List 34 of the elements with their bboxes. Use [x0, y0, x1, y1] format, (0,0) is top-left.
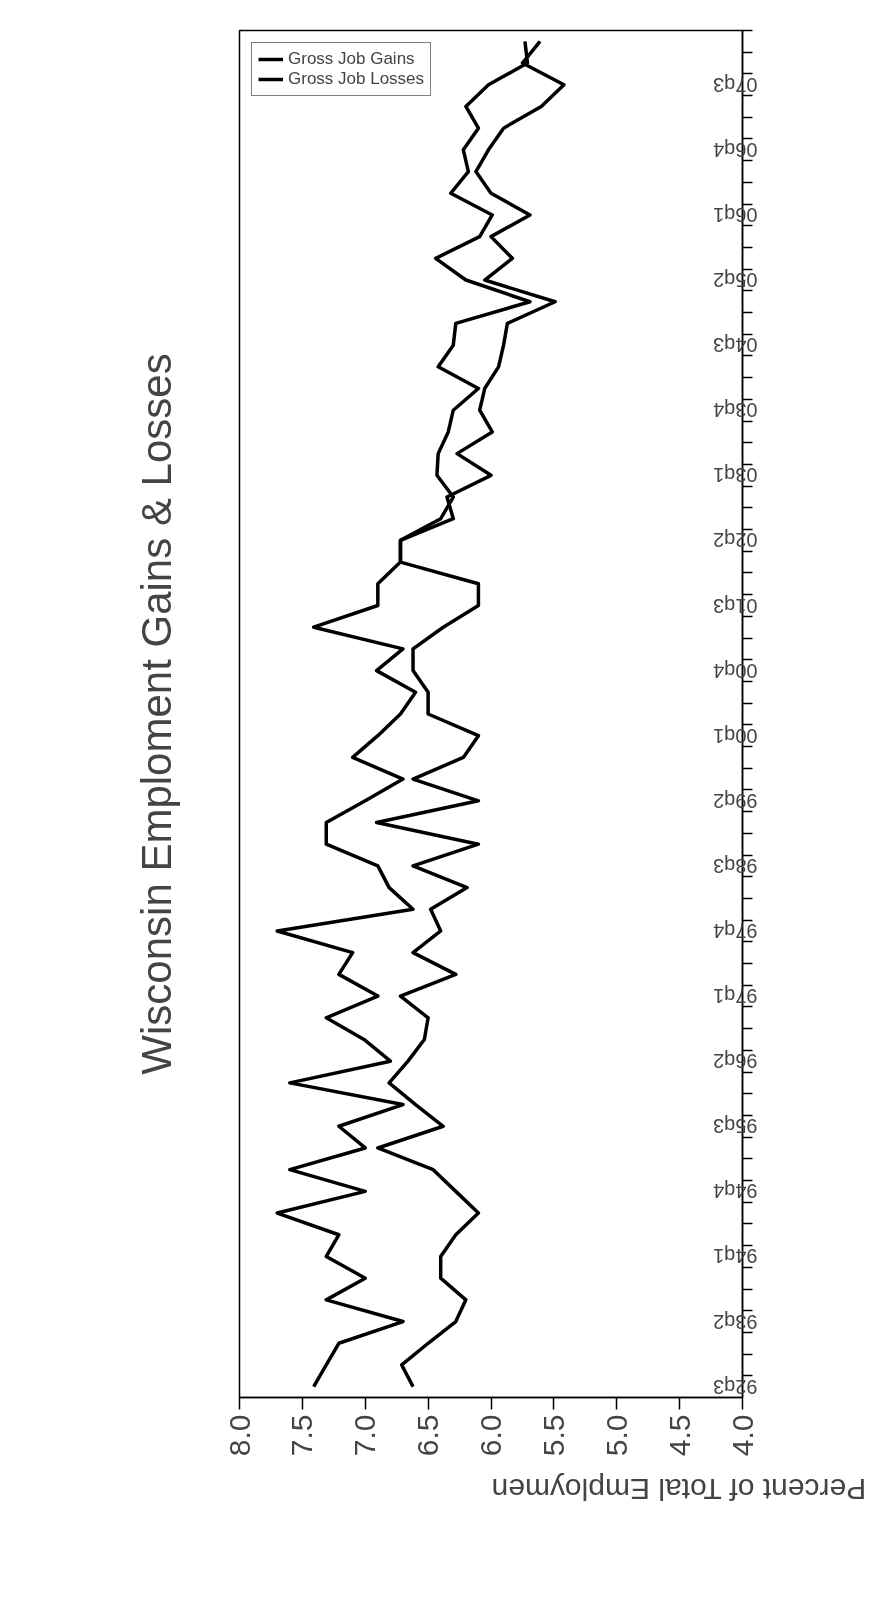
x-tick-label: 8.0: [222, 1414, 256, 1457]
x-axis-title: Percent of Total Employmen: [491, 1472, 867, 1506]
y-tick-label: 97q1: [713, 985, 758, 1008]
y-tick-label: 03q1: [713, 464, 758, 487]
y-tick-label: 00q1: [713, 724, 758, 747]
y-tick-label: 06q1: [713, 203, 758, 226]
y-tick-label: 03q4: [713, 399, 758, 422]
x-tick-label: 5.5: [536, 1414, 570, 1457]
x-tick-label: 7.0: [348, 1414, 382, 1457]
y-tick-label: 93q2: [713, 1310, 758, 1333]
y-tick-label: 94q4: [713, 1180, 758, 1203]
x-tick-label: 4.5: [662, 1414, 696, 1457]
x-tick-label: 6.0: [474, 1414, 507, 1457]
y-tick-label: 95q3: [713, 1115, 758, 1138]
y-tick-label: 04q3: [713, 334, 758, 357]
y-tick-label: 97q4: [713, 919, 758, 942]
y-tick-label: 01q3: [713, 594, 758, 617]
x-tick-label: 4.0: [725, 1414, 759, 1457]
y-tick-label: 92q3: [713, 1375, 758, 1398]
y-tick-label: 00q4: [713, 659, 758, 682]
y-tick-label: 99q2: [713, 789, 758, 812]
x-tick-label: 7.5: [285, 1414, 319, 1457]
y-tick-label: 06q4: [713, 138, 758, 161]
y-tick-label: 02q2: [713, 529, 758, 552]
text: Wisconsin Emploment Gains & Losses: [132, 353, 180, 1075]
legend-label: Gross Job Gains: [288, 49, 415, 69]
y-tick-label: 98q3: [713, 854, 758, 877]
x-tick-label: 6.5: [411, 1414, 445, 1457]
legend-label: Gross Job Losses: [288, 69, 425, 89]
y-tick-label: 07q3: [713, 73, 758, 96]
y-tick-label: 96q2: [713, 1050, 758, 1073]
y-tick-label: 94q1: [713, 1245, 758, 1268]
y-tick-label: 05q2: [713, 269, 758, 292]
x-tick-label: 5.0: [599, 1414, 633, 1457]
